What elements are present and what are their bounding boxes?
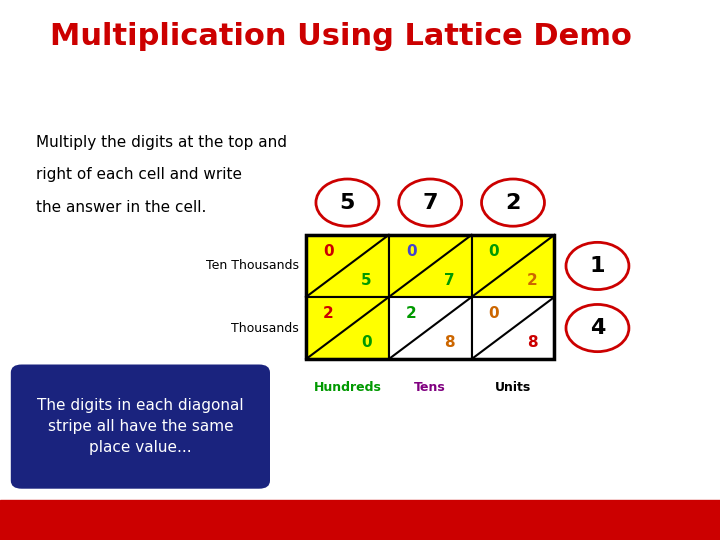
- Circle shape: [566, 242, 629, 289]
- Text: 2: 2: [505, 193, 521, 213]
- Bar: [472, 235, 554, 297]
- Text: 5: 5: [361, 273, 372, 288]
- Bar: [0, 500, 720, 540]
- Text: Hundreds: Hundreds: [313, 381, 382, 394]
- Bar: [389, 297, 472, 359]
- Text: 8: 8: [527, 335, 537, 350]
- Text: 7: 7: [444, 273, 454, 288]
- Text: 8: 8: [444, 335, 454, 350]
- FancyBboxPatch shape: [11, 364, 270, 489]
- Text: 0: 0: [361, 335, 372, 350]
- Text: 1: 1: [590, 256, 606, 276]
- Bar: [306, 235, 389, 297]
- Text: 5: 5: [340, 193, 355, 213]
- Text: Thousands: Thousands: [231, 321, 299, 335]
- Text: 4: 4: [590, 318, 605, 338]
- Circle shape: [566, 305, 629, 352]
- Text: right of each cell and write: right of each cell and write: [36, 167, 242, 183]
- Text: 7: 7: [423, 193, 438, 213]
- Text: Tens: Tens: [414, 381, 446, 394]
- Text: 0: 0: [489, 244, 499, 259]
- Text: Multiply the digits at the top and: Multiply the digits at the top and: [36, 135, 287, 150]
- Circle shape: [316, 179, 379, 226]
- Text: 0: 0: [406, 244, 416, 259]
- Text: 2: 2: [526, 273, 537, 288]
- Text: The digits in each diagonal
stripe all have the same
place value...: The digits in each diagonal stripe all h…: [37, 398, 243, 455]
- Text: 2: 2: [323, 306, 334, 321]
- Bar: [472, 297, 554, 359]
- Circle shape: [482, 179, 544, 226]
- Text: 2: 2: [406, 306, 417, 321]
- Bar: [306, 297, 389, 359]
- Text: Units: Units: [495, 381, 531, 394]
- Text: 0: 0: [323, 244, 333, 259]
- Circle shape: [399, 179, 462, 226]
- Text: Multiplication Using Lattice Demo: Multiplication Using Lattice Demo: [50, 22, 632, 51]
- Text: Ten Thousands: Ten Thousands: [206, 259, 299, 273]
- Bar: [389, 235, 472, 297]
- Text: 0: 0: [489, 306, 499, 321]
- Text: the answer in the cell.: the answer in the cell.: [36, 200, 207, 215]
- Bar: [306, 235, 554, 359]
